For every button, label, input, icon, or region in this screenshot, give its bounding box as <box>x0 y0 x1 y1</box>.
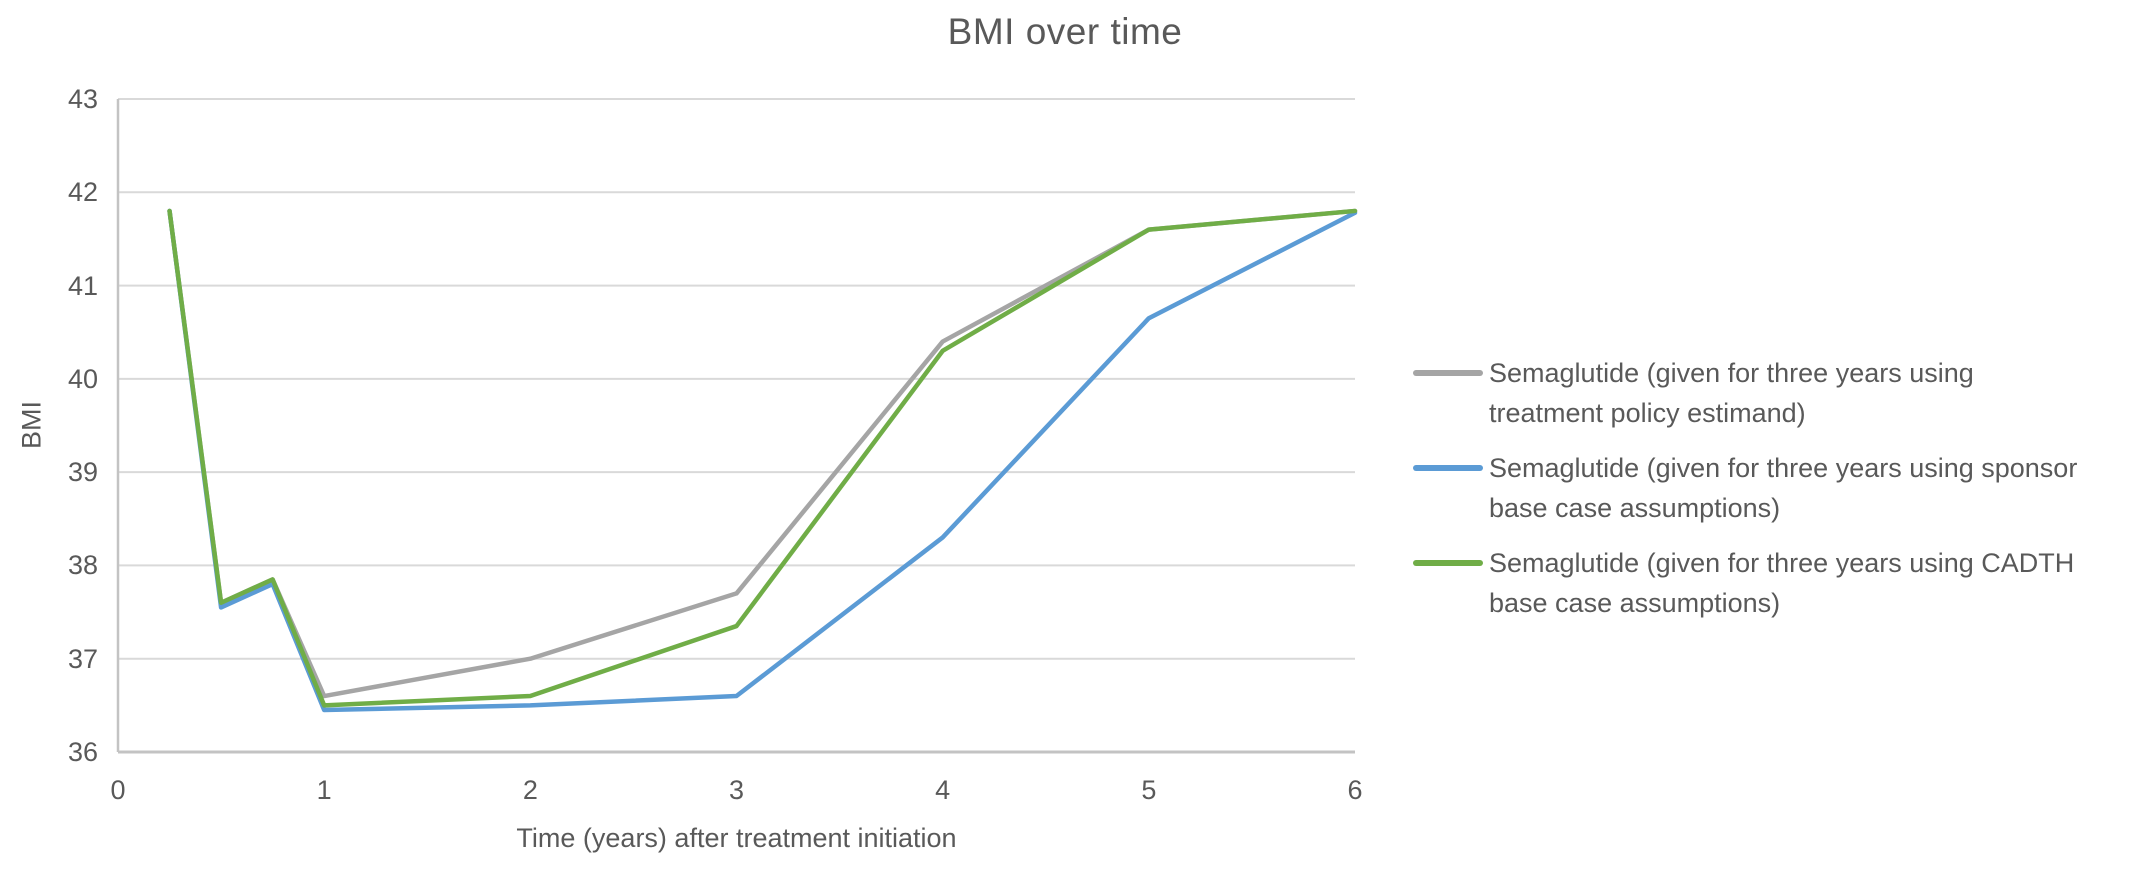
legend-line-swatch-3 <box>1413 560 1483 566</box>
legend-entry-2: Semaglutide (given for three years using… <box>1413 448 2077 528</box>
x-tick-label-3: 3 <box>728 775 745 805</box>
legend-entry-1: Semaglutide (given for three years using… <box>1413 353 2077 433</box>
legend: Semaglutide (given for three years using… <box>1413 353 2077 623</box>
y-axis-title: BMI <box>16 400 47 450</box>
y-tick-label-41: 41 <box>67 270 98 301</box>
x-tick-label-5: 5 <box>1141 775 1157 805</box>
x-tick-label-2: 2 <box>522 775 538 805</box>
y-tick-label-38: 38 <box>67 550 98 581</box>
legend-line-swatch-2 <box>1413 465 1483 471</box>
chart-title: BMI over time <box>947 11 1183 52</box>
y-tick-label-40: 40 <box>67 363 98 394</box>
legend-label-2: Semaglutide (given for three years using… <box>1489 453 2078 523</box>
x-tick-label-0: 0 <box>110 775 126 805</box>
x-tick-label-4: 4 <box>935 775 951 805</box>
series-line-1 <box>167 208 1358 699</box>
x-axis-title: Time (years) after treatment initiation <box>516 823 957 853</box>
legend-label-3: Semaglutide (given for three years using… <box>1489 548 2075 618</box>
y-tick-label-37: 37 <box>67 643 98 674</box>
legend-label-1: Semaglutide (given for three years using… <box>1489 358 1974 428</box>
x-tick-label-1: 1 <box>316 775 332 805</box>
x-tick-label-6: 6 <box>1347 775 1363 805</box>
series-line-3 <box>167 208 1358 708</box>
y-tick-label-42: 42 <box>67 177 98 208</box>
y-tick-label-39: 39 <box>67 457 98 488</box>
legend-line-swatch-1 <box>1413 370 1483 376</box>
series-line-2 <box>167 208 1358 713</box>
y-tick-label-43: 43 <box>67 84 98 114</box>
y-tick-label-36: 36 <box>67 737 98 767</box>
legend-entry-3: Semaglutide (given for three years using… <box>1413 543 2077 623</box>
